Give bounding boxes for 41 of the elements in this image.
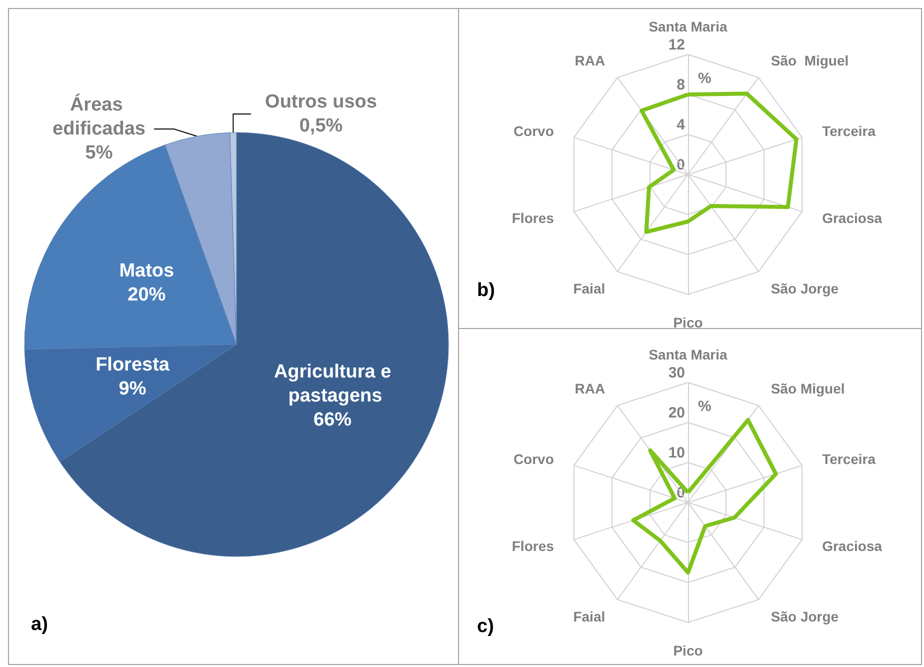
spoke-label: Faial [573,608,606,625]
y-tick-label: 30 [668,364,685,382]
data-label: 20% [128,284,166,306]
y-tick-label: 12 [668,36,685,54]
slice-label: Agricultura e pastagens [274,362,392,407]
spoke-label: Faial [573,280,606,297]
spoke-label: Santa Maria [648,346,728,362]
y-tick-label: 8 [676,76,685,94]
text: % [698,398,712,415]
spoke-label: RAA [574,380,606,396]
data-label: 5% [85,142,113,164]
spoke-label: Flores [512,210,554,226]
slice-label: Matos [119,260,174,282]
spoke-label: São Jorge [770,608,839,625]
spoke-label: Pico [673,642,703,658]
spoke-label: Graciosa [822,538,882,554]
slice-label: Floresta [96,354,170,376]
y-tick-label: 20 [668,404,685,422]
text: % [698,70,712,87]
spoke-label: Pico [673,314,703,330]
slice-label: Áreas edificadas [52,94,146,140]
y-tick-label: 10 [668,444,685,462]
spoke-label: Graciosa [822,210,882,226]
slice-label: Outros usos [265,92,377,112]
spoke-label: São Jorge [770,280,839,297]
text: c) [477,616,494,637]
data-label: 0,5% [299,116,343,136]
spoke-label: Terceira [822,450,876,467]
data-label: 66% [314,410,352,431]
spoke-label: RAA [574,52,606,68]
spoke-label: Terceira [822,122,876,139]
spoke-label: Santa Maria [648,18,728,34]
spoke-label: Corvo [513,450,554,467]
spoke-label: Corvo [513,122,554,139]
spoke-label: São Miguel [770,52,849,68]
spoke-label: Flores [512,538,554,554]
data-label: 9% [118,378,146,400]
text: b) [477,280,495,301]
spoke-label: São Miguel [770,380,845,396]
y-tick-label: 4 [676,116,686,134]
text: a) [31,614,48,635]
